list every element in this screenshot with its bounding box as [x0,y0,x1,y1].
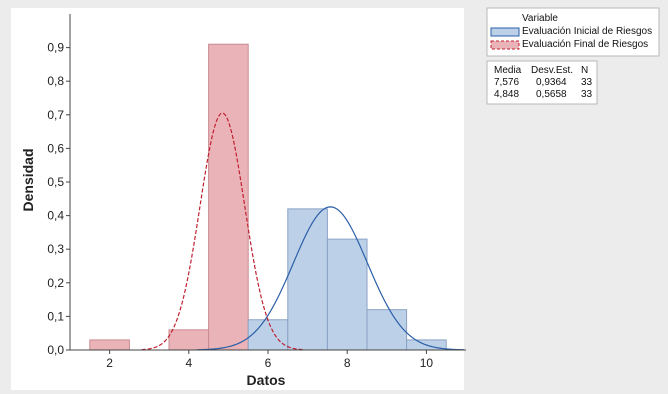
y-axis-label: Densidad [20,148,36,211]
legend-swatch-inicial [490,27,520,37]
legend-entry-inicial: Evaluación Inicial de Riesgos [522,26,652,37]
y-tick-label: 0,6 [47,141,64,155]
legend: Variable Evaluación Inicial de Riesgos E… [486,7,660,57]
bar-inicial-4 [366,309,408,351]
stats-row1-desvest: 0,9364 [536,77,567,88]
x-tick-label: 10 [420,356,434,370]
x-tick-label: 2 [106,356,113,370]
legend-entry-final: Evaluación Final de Riesgos [522,39,648,50]
bar-inicial-3 [326,238,368,351]
y-tick-label: 0,2 [47,276,64,290]
stats-row2-n: 33 [581,89,593,100]
x-axis-label: Datos [247,372,286,388]
stats-header-media: Media [494,65,522,76]
stats-row2-media: 4,848 [494,89,519,100]
legend-title: Variable [522,13,558,24]
y-tick-label: 0,0 [47,343,64,357]
bar-inicial-2 [287,208,328,351]
stats-row1-media: 7,576 [494,77,519,88]
y-tick-label: 0,4 [47,209,64,223]
y-tick-label: 0,7 [47,108,64,122]
plot-area: 0,0 0,1 0,2 0,3 0,4 0,5 0,6 0,7 0,8 0,9 2 4 6 8 10 [47,14,466,370]
legend-swatch-final [490,40,520,50]
y-tick-label: 0,1 [47,309,64,323]
density-curve-final [141,112,304,351]
density-curve-inicial [196,206,464,351]
bar-final-3 [208,43,249,351]
bar-inicial-1 [247,319,289,351]
bar-final-1 [89,339,130,351]
stats-header-desvest: Desv.Est. [531,65,573,76]
stats-table-box [486,60,598,105]
y-tick-label: 0,8 [47,74,64,88]
stats-header-n: N [581,65,588,76]
y-tick-label: 0,5 [47,175,64,189]
stats-row1-n: 33 [581,77,593,88]
stats-row2-desvest: 0,5658 [536,89,567,100]
x-tick-label: 8 [344,356,351,370]
x-tick-label: 4 [185,356,192,370]
stats-table: Media Desv.Est. N 7,576 0,9364 33 4,848 … [486,60,598,105]
bar-final-2 [168,329,210,351]
x-tick-label: 6 [265,356,272,370]
y-tick-label: 0,3 [47,242,64,256]
y-tick-label: 0,9 [47,41,64,55]
